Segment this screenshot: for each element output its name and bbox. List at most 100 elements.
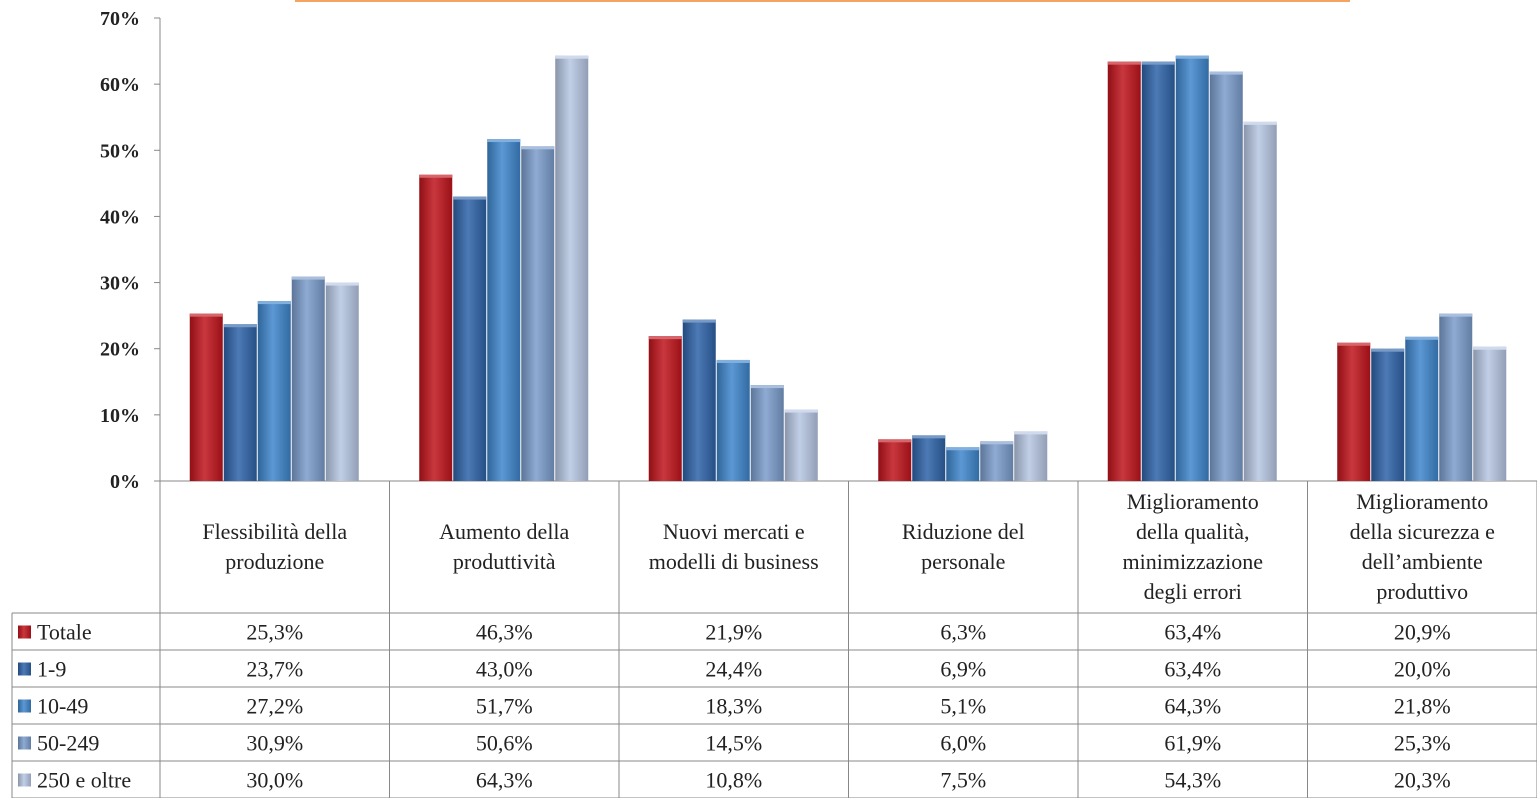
bar-50-249 [291, 276, 325, 481]
category-label: modelli di business [649, 549, 819, 574]
legend-key [18, 736, 31, 750]
data-label: 10,8% [705, 768, 762, 793]
bar-top-highlight [453, 196, 487, 200]
bar-250-e-oltre [1473, 346, 1507, 481]
bar-totale [1107, 61, 1141, 481]
legend-key [18, 699, 31, 713]
bar-top-highlight [223, 324, 257, 328]
data-table: Flessibilità della produzione Aumento dell… [11, 481, 1537, 798]
data-label: 63,4% [1164, 620, 1221, 645]
bar-1-9 [223, 324, 257, 481]
bar-1-9 [912, 435, 946, 481]
bar-top-highlight [716, 359, 750, 363]
bar-top-highlight [912, 435, 946, 439]
bar-10-49 [946, 447, 980, 481]
category-label: produttività [453, 549, 556, 574]
bar-top-highlight [325, 282, 359, 286]
legend-key [18, 662, 31, 676]
category-label: produttivo [1376, 579, 1468, 604]
bar-10-49 [1175, 55, 1209, 482]
bar-top-highlight [946, 447, 980, 451]
data-label: 46,3% [476, 620, 533, 645]
data-label: 20,3% [1394, 768, 1451, 793]
legend-key [18, 773, 31, 787]
y-tick-label: 20% [100, 339, 140, 361]
data-label: 25,3% [1394, 731, 1451, 756]
bar-top-highlight [1337, 342, 1371, 346]
y-tick-label: 40% [100, 206, 140, 228]
bar-totale [878, 439, 912, 481]
data-label: 30,0% [246, 768, 303, 793]
bar-top-highlight [1473, 346, 1507, 350]
category-label: minimizzazione [1123, 549, 1264, 574]
bar-10-49 [487, 139, 521, 481]
category-label: degli errori [1144, 579, 1242, 604]
data-label: 7,5% [940, 768, 986, 793]
bar-250-e-oltre [325, 282, 359, 481]
category-label: Riduzione del [902, 519, 1025, 544]
bar-10-49 [257, 301, 291, 481]
bar-250-e-oltre [784, 409, 818, 481]
bar-totale [419, 174, 453, 481]
data-label: 64,3% [1164, 694, 1221, 719]
data-label: 21,8% [1394, 694, 1451, 719]
category-label: produzione [225, 549, 324, 574]
data-label: 6,3% [940, 620, 986, 645]
y-tick-label: 60% [100, 74, 140, 96]
y-tick-label: 0% [110, 471, 140, 493]
bar-top-highlight [1405, 336, 1439, 340]
bar-top-highlight [1209, 71, 1243, 75]
bar-250-e-oltre [1243, 121, 1277, 481]
bar-1-9 [1371, 348, 1405, 481]
data-label: 61,9% [1164, 731, 1221, 756]
bar-1-9 [453, 196, 487, 482]
bar-top-highlight [648, 336, 682, 340]
y-tick-label: 50% [100, 140, 140, 162]
data-label: 5,1% [940, 694, 986, 719]
bar-top-highlight [784, 409, 818, 413]
category-label: della sicurezza e [1350, 519, 1495, 544]
category-label: Nuovi mercati e [663, 519, 805, 544]
bar-50-249 [1209, 71, 1243, 481]
bar-totale [648, 336, 682, 481]
data-label: 63,4% [1164, 657, 1221, 682]
bar-top-highlight [1439, 313, 1473, 317]
bar-top-highlight [1371, 348, 1405, 352]
bar-top-highlight [419, 174, 453, 178]
bar-50-249 [1439, 313, 1473, 481]
bar-10-49 [1405, 336, 1439, 481]
bar-totale [189, 313, 223, 481]
data-label: 20,0% [1394, 657, 1451, 682]
category-label: Aumento della [439, 519, 569, 544]
data-label: 23,7% [246, 657, 303, 682]
bar-top-highlight [1107, 61, 1141, 65]
bar-top-highlight [1141, 61, 1175, 65]
data-label: 30,9% [246, 731, 303, 756]
y-tick-label: 10% [100, 405, 140, 427]
bar-top-highlight [1243, 121, 1277, 125]
bar-50-249 [980, 441, 1014, 481]
bar-top-highlight [257, 301, 291, 305]
bar-top-highlight [1014, 431, 1048, 435]
bar-top-highlight [291, 276, 325, 280]
category-label: Flessibilità della [202, 519, 347, 544]
bars [189, 55, 1507, 482]
bar-top-highlight [682, 319, 716, 323]
data-label: 43,0% [476, 657, 533, 682]
bar-top-highlight [1175, 55, 1209, 59]
data-label: 50,6% [476, 731, 533, 756]
bar-top-highlight [750, 385, 784, 389]
bar-top-highlight [521, 146, 555, 150]
data-label: 25,3% [246, 620, 303, 645]
bar-50-249 [750, 385, 784, 481]
category-label: della qualità, [1136, 519, 1250, 544]
legend-label: 250 e oltre [37, 768, 131, 793]
category-label: dell’ambiente [1362, 549, 1483, 574]
legend-label: 1-9 [37, 657, 66, 682]
data-label: 18,3% [705, 694, 762, 719]
data-label: 64,3% [476, 768, 533, 793]
bar-50-249 [521, 146, 555, 481]
bar-top-highlight [980, 441, 1014, 445]
data-label: 6,0% [940, 731, 986, 756]
